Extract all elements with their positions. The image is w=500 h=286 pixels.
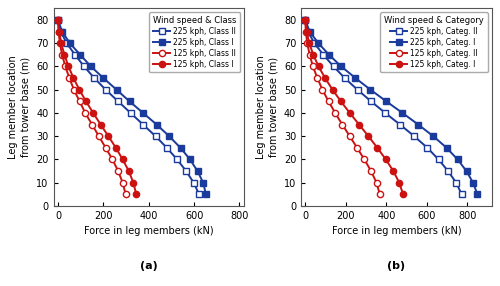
Y-axis label: Leg member location
from tower base (m): Leg member location from tower base (m) — [8, 55, 30, 159]
Text: (b): (b) — [388, 261, 406, 271]
X-axis label: Force in leg members (kN): Force in leg members (kN) — [332, 227, 461, 237]
X-axis label: Force in leg members (kN): Force in leg members (kN) — [84, 227, 214, 237]
Y-axis label: Leg member location
from tower base (m): Leg member location from tower base (m) — [256, 55, 278, 159]
Legend: 225 kph, Categ. II, 225 kph, Categ. I, 125 kph, Categ. II, 125 kph, Categ. I: 225 kph, Categ. II, 225 kph, Categ. I, 1… — [380, 12, 488, 72]
Text: (a): (a) — [140, 261, 158, 271]
Legend: 225 kph, Class II, 225 kph, Class I, 125 kph, Class II, 125 kph, Class I: 225 kph, Class II, 225 kph, Class I, 125… — [149, 12, 240, 72]
